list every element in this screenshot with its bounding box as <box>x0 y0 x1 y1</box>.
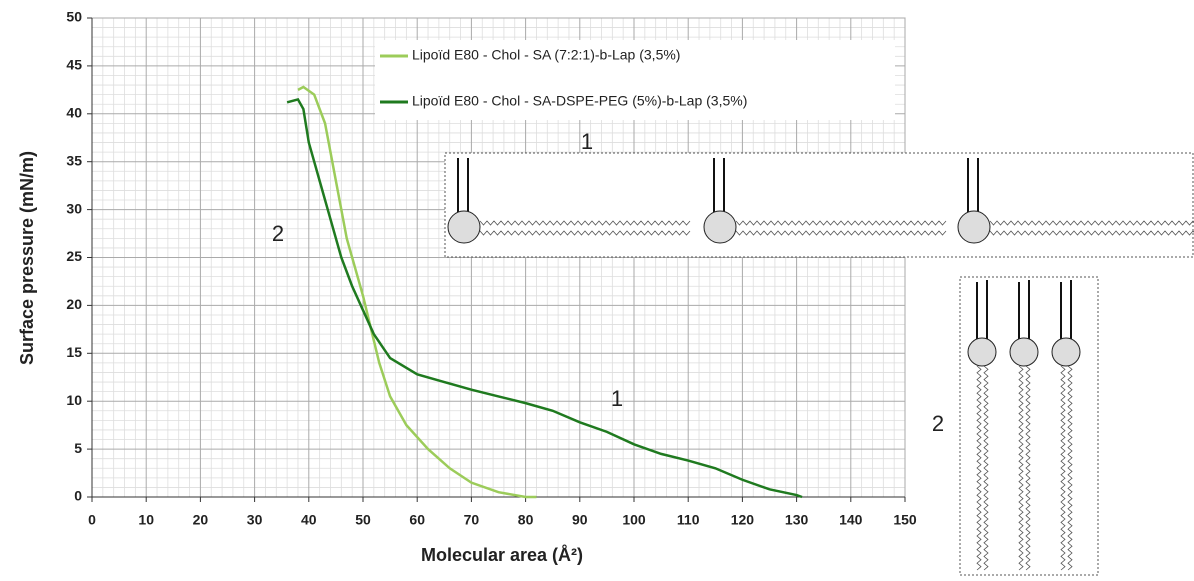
x-tick-label: 130 <box>785 512 809 528</box>
inset-frame <box>444 152 1194 258</box>
molecules <box>447 158 1194 244</box>
tail <box>479 220 691 226</box>
annotation: 1 <box>611 386 623 411</box>
x-tick-label: 90 <box>572 512 588 528</box>
y-tick-label: 35 <box>66 152 82 168</box>
tail <box>479 230 691 236</box>
x-tick-label: 80 <box>518 512 534 528</box>
y-tick-label: 30 <box>66 200 82 216</box>
tail <box>983 365 989 571</box>
plot-lines <box>286 85 803 499</box>
y-tick-label: 40 <box>66 105 82 121</box>
head <box>703 210 737 244</box>
y-tick-label: 50 <box>66 9 82 25</box>
x-tick-label: 150 <box>893 512 917 528</box>
x-tick-label: 40 <box>301 512 317 528</box>
y-tick-label: 45 <box>66 57 82 73</box>
tail <box>989 230 1194 236</box>
tail <box>1067 365 1073 571</box>
y-tick-label: 20 <box>66 296 82 312</box>
x-tick-label: 30 <box>247 512 263 528</box>
annotation: 2 <box>932 411 944 436</box>
series-line <box>297 85 537 499</box>
tail <box>989 220 1194 226</box>
x-tick-label: 20 <box>193 512 209 528</box>
tail <box>1018 365 1024 571</box>
x-tick-label: 10 <box>138 512 154 528</box>
y-axis-title: Surface pressure (mN/m) <box>17 151 37 365</box>
x-tick-label: 60 <box>409 512 425 528</box>
head <box>1009 337 1039 367</box>
annotation: 2 <box>272 221 284 246</box>
legend-box <box>375 40 895 120</box>
head <box>967 337 997 367</box>
x-tick-label: 50 <box>355 512 371 528</box>
tail <box>735 230 947 236</box>
molecules <box>967 280 1081 571</box>
tail <box>735 220 947 226</box>
x-axis-title: Molecular area (Å²) <box>421 545 583 565</box>
annotation: 1 <box>581 129 593 154</box>
inset-2 <box>959 276 1099 576</box>
y-tick-label: 25 <box>66 248 82 264</box>
head <box>447 210 481 244</box>
legend: Lipoïd E80 - Chol - SA (7:2:1)-b-Lap (3,… <box>380 47 747 109</box>
legend-label: Lipoïd E80 - Chol - SA-DSPE-PEG (5%)-b-L… <box>412 93 747 109</box>
x-tick-label: 100 <box>622 512 646 528</box>
head <box>957 210 991 244</box>
y-tick-label: 0 <box>74 488 82 504</box>
y-tick-label: 10 <box>66 392 82 408</box>
x-tick-label: 0 <box>88 512 96 528</box>
x-tick-label: 140 <box>839 512 863 528</box>
x-tick-label: 110 <box>677 512 700 528</box>
legend-label: Lipoïd E80 - Chol - SA (7:2:1)-b-Lap (3,… <box>412 47 680 63</box>
tail <box>1060 365 1066 571</box>
tail <box>1025 365 1031 571</box>
head <box>1051 337 1081 367</box>
series-line <box>286 97 803 499</box>
tail <box>976 365 982 571</box>
x-tick-label: 70 <box>464 512 480 528</box>
inset-1 <box>444 152 1194 258</box>
y-tick-label: 15 <box>66 344 82 360</box>
x-tick-label: 120 <box>731 512 755 528</box>
y-tick-label: 5 <box>74 440 82 456</box>
